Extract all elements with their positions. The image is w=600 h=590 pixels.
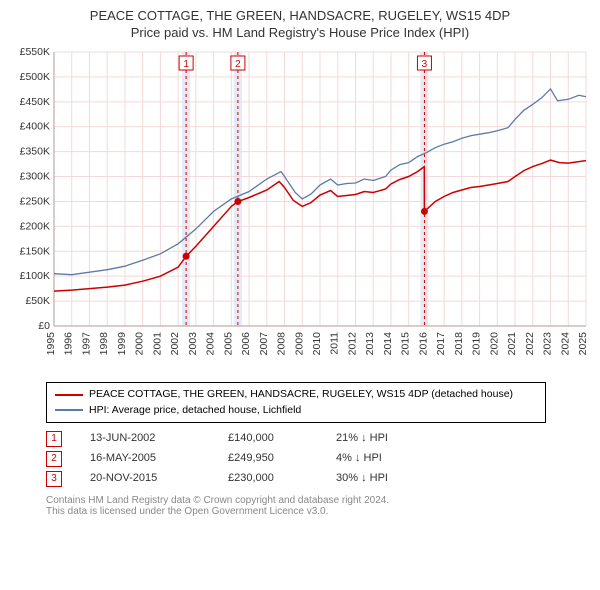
svg-text:2017: 2017 [435, 332, 447, 356]
svg-text:2010: 2010 [311, 332, 323, 356]
svg-text:2012: 2012 [346, 332, 358, 356]
marker-price: £140,000 [228, 429, 308, 449]
marker-date: 16-MAY-2005 [90, 449, 200, 469]
footer: Contains HM Land Registry data © Crown c… [46, 495, 592, 517]
svg-text:1996: 1996 [63, 332, 75, 356]
marker-table: 1 13-JUN-2002 £140,000 21% ↓ HPI 2 16-MA… [46, 429, 592, 488]
marker-row: 1 13-JUN-2002 £140,000 21% ↓ HPI [46, 429, 592, 449]
svg-text:2016: 2016 [417, 332, 429, 356]
svg-text:1: 1 [183, 59, 189, 70]
legend-label: HPI: Average price, detached house, Lich… [89, 403, 301, 419]
legend-item: HPI: Average price, detached house, Lich… [55, 403, 537, 419]
svg-text:2014: 2014 [382, 332, 394, 356]
chart-container: 1 2 3 £0 £50K £100K £150K £200K £250K £300K £350K £… [8, 46, 592, 376]
svg-text:£0: £0 [38, 320, 50, 332]
svg-text:2004: 2004 [205, 332, 217, 356]
svg-text:2011: 2011 [329, 332, 341, 355]
svg-text:1997: 1997 [80, 332, 92, 356]
svg-text:£150K: £150K [20, 245, 50, 257]
svg-text:2021: 2021 [506, 332, 518, 356]
marker-badge: 3 [46, 471, 62, 487]
svg-text:1995: 1995 [45, 332, 57, 356]
svg-text:2019: 2019 [471, 332, 483, 356]
marker-badge: 2 [46, 451, 62, 467]
title-line-1: PEACE COTTAGE, THE GREEN, HANDSACRE, RUG… [8, 8, 592, 25]
legend-swatch [55, 394, 83, 396]
svg-text:£500K: £500K [20, 71, 50, 83]
marker-price: £249,950 [228, 449, 308, 469]
marker-row: 3 20-NOV-2015 £230,000 30% ↓ HPI [46, 469, 592, 489]
svg-text:2018: 2018 [453, 332, 465, 356]
svg-text:2013: 2013 [364, 332, 376, 356]
svg-text:1998: 1998 [98, 332, 110, 356]
marker-price: £230,000 [228, 469, 308, 489]
svg-text:2: 2 [235, 59, 241, 70]
svg-text:2023: 2023 [542, 332, 554, 356]
svg-text:2007: 2007 [258, 332, 270, 356]
svg-text:2009: 2009 [293, 332, 305, 356]
svg-text:£400K: £400K [20, 121, 50, 133]
svg-text:2001: 2001 [151, 332, 163, 356]
footer-line-1: Contains HM Land Registry data © Crown c… [46, 495, 592, 506]
svg-text:2002: 2002 [169, 332, 181, 356]
legend: PEACE COTTAGE, THE GREEN, HANDSACRE, RUG… [46, 382, 546, 424]
svg-text:2008: 2008 [276, 332, 288, 356]
svg-text:£550K: £550K [20, 46, 50, 58]
legend-label: PEACE COTTAGE, THE GREEN, HANDSACRE, RUG… [89, 387, 513, 403]
svg-text:£350K: £350K [20, 145, 50, 157]
svg-text:£50K: £50K [25, 295, 50, 307]
svg-text:2000: 2000 [134, 332, 146, 356]
svg-text:2005: 2005 [222, 332, 234, 356]
svg-text:2015: 2015 [400, 332, 412, 356]
marker-diff: 4% ↓ HPI [336, 449, 426, 469]
footer-line-2: This data is licensed under the Open Gov… [46, 506, 592, 517]
marker-diff: 21% ↓ HPI [336, 429, 426, 449]
svg-text:£450K: £450K [20, 96, 50, 108]
chart-title-block: PEACE COTTAGE, THE GREEN, HANDSACRE, RUG… [8, 8, 592, 42]
svg-text:£200K: £200K [20, 220, 50, 232]
marker-diff: 30% ↓ HPI [336, 469, 426, 489]
svg-text:3: 3 [422, 59, 428, 70]
marker-row: 2 16-MAY-2005 £249,950 4% ↓ HPI [46, 449, 592, 469]
title-line-2: Price paid vs. HM Land Registry's House … [8, 25, 592, 42]
svg-text:2025: 2025 [577, 332, 589, 356]
svg-text:2006: 2006 [240, 332, 252, 356]
svg-text:2020: 2020 [488, 332, 500, 356]
marker-date: 20-NOV-2015 [90, 469, 200, 489]
svg-text:£100K: £100K [20, 270, 50, 282]
svg-text:2022: 2022 [524, 332, 536, 356]
svg-text:2003: 2003 [187, 332, 199, 356]
marker-date: 13-JUN-2002 [90, 429, 200, 449]
legend-item: PEACE COTTAGE, THE GREEN, HANDSACRE, RUG… [55, 387, 537, 403]
svg-text:£250K: £250K [20, 195, 50, 207]
legend-swatch [55, 409, 83, 411]
line-chart: 1 2 3 £0 £50K £100K £150K £200K £250K £300K £350K £… [8, 46, 592, 376]
svg-text:2024: 2024 [559, 332, 571, 356]
svg-text:1999: 1999 [116, 332, 128, 356]
svg-text:£300K: £300K [20, 170, 50, 182]
marker-badge: 1 [46, 431, 62, 447]
